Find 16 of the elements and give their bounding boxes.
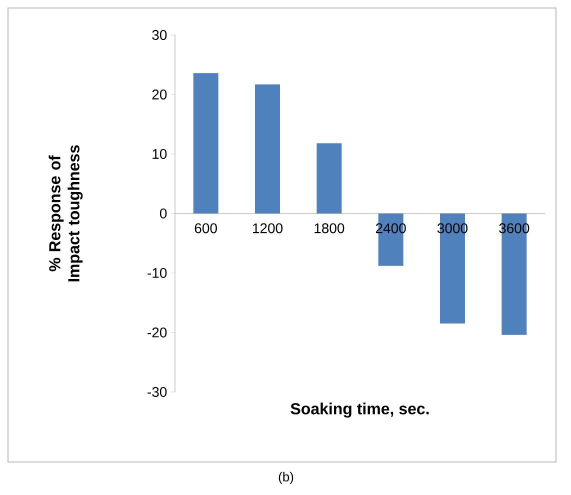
x-tick-label: 1200 xyxy=(252,223,283,234)
y-tick-label: 30 xyxy=(152,30,167,40)
x-tick-label: 600 xyxy=(194,223,217,234)
y-tick-label: 20 xyxy=(152,90,167,100)
x-tick-label: 1800 xyxy=(314,223,344,234)
x-axis-title: Soaking time, sec. xyxy=(290,402,429,418)
y-tick-label: 10 xyxy=(152,149,167,159)
y-tick-label: -10 xyxy=(148,268,167,278)
y-tick-label: 0 xyxy=(160,208,167,218)
bar xyxy=(193,73,218,214)
y-tick-label: -30 xyxy=(148,387,167,397)
y-axis-title: % Response of Impact toughness xyxy=(48,145,83,282)
bar xyxy=(316,143,342,214)
text: (b) xyxy=(278,472,294,484)
bar xyxy=(255,84,280,214)
y-tick-label: -20 xyxy=(148,328,167,338)
